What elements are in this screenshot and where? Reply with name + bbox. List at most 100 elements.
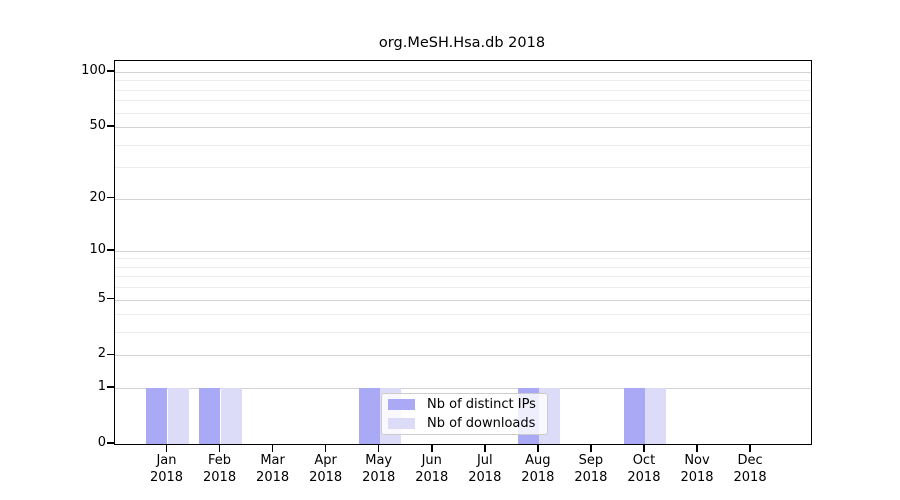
y-tick-mark	[107, 297, 114, 300]
y-tick-label: 10	[89, 241, 106, 257]
x-tick-label: Jul 2018	[450, 453, 520, 486]
gridline-minor	[115, 80, 811, 82]
x-tick-label: Aug 2018	[503, 453, 573, 486]
x-tick-year: 2018	[362, 469, 396, 485]
gridline-major	[115, 355, 811, 357]
legend-swatch-distinct-ips	[388, 399, 415, 410]
x-tick-mark	[271, 444, 274, 452]
x-tick-year: 2018	[203, 469, 237, 485]
x-tick-mark	[377, 444, 380, 452]
x-tick-mark	[749, 444, 751, 452]
y-tick-mark	[107, 248, 114, 251]
x-tick-month: Dec	[737, 453, 763, 468]
x-tick-month: Oct	[632, 453, 656, 468]
x-tick-mark	[218, 444, 221, 452]
gridline-minor	[115, 144, 811, 146]
x-tick-month: Jan	[156, 453, 177, 468]
x-tick-month: Apr	[314, 453, 337, 468]
x-tick-mark	[324, 444, 327, 452]
x-tick-month: Nov	[684, 453, 710, 468]
x-tick-year: 2018	[256, 469, 290, 485]
y-tick-label: 5	[97, 290, 106, 306]
gridline-minor	[115, 266, 811, 268]
x-tick-month: Jul	[476, 453, 493, 468]
x-tick-year: 2018	[680, 469, 714, 485]
y-tick-label: 20	[89, 189, 106, 205]
legend-swatch-downloads	[388, 418, 415, 429]
gridline-minor	[115, 276, 811, 278]
x-tick-mark	[696, 444, 698, 452]
plot-area: Nb of distinct IPs Nb of downloads	[114, 60, 812, 445]
x-tick-label: Apr 2018	[291, 453, 361, 486]
x-tick-label: Dec 2018	[715, 453, 785, 486]
chart-title: org.MeSH.Hsa.db 2018	[378, 35, 546, 51]
y-tick-label: 50	[89, 118, 106, 134]
x-tick-year: 2018	[309, 469, 343, 485]
bar-distinct-ips	[358, 388, 380, 444]
x-tick-year: 2018	[149, 469, 184, 485]
x-tick-mark	[537, 444, 539, 452]
x-tick-mark	[165, 444, 168, 452]
gridline-major	[115, 250, 811, 252]
x-tick-label: Sep 2018	[556, 453, 626, 486]
x-tick-year: 2018	[733, 469, 767, 485]
legend-row-downloads: Nb of downloads	[382, 416, 547, 432]
y-tick-label: 1	[97, 379, 106, 395]
x-tick-month: Jun	[421, 453, 442, 468]
bar-distinct-ips	[146, 388, 168, 444]
bar-distinct-ips	[199, 388, 221, 444]
x-tick-year: 2018	[521, 469, 555, 485]
bar-distinct-ips	[623, 388, 645, 444]
gridline-minor	[115, 258, 811, 260]
y-tick-mark	[107, 70, 114, 72]
x-tick-label: Nov 2018	[662, 453, 732, 486]
x-tick-month: Sep	[578, 453, 604, 468]
x-tick-label: Feb 2018	[185, 453, 255, 486]
legend-label-distinct-ips: Nb of distinct IPs	[427, 397, 536, 412]
y-tick-mark	[107, 353, 114, 356]
gridline-minor	[115, 314, 811, 316]
x-tick-year: 2018	[415, 469, 449, 485]
y-tick-label: 2	[97, 346, 106, 362]
bar-downloads	[167, 388, 189, 444]
x-tick-label: Mar 2018	[238, 453, 308, 486]
gridline-major	[115, 72, 811, 73]
x-tick-label: Jun 2018	[397, 453, 467, 486]
gridline-major	[115, 127, 811, 129]
x-tick-label: Jan 2018	[132, 453, 202, 486]
legend-row-distinct-ips: Nb of distinct IPs	[382, 397, 547, 413]
bar-downloads	[645, 388, 667, 444]
gridline-minor	[115, 112, 811, 114]
gridline-minor	[115, 89, 811, 91]
y-tick-label: 100	[81, 63, 106, 78]
gridline-minor	[115, 332, 811, 334]
x-tick-year: 2018	[574, 469, 608, 485]
gridline-minor	[115, 167, 811, 169]
x-tick-month: Feb	[208, 453, 232, 468]
y-tick-mark	[107, 196, 114, 199]
x-tick-mark	[643, 444, 645, 452]
gridline-major	[115, 198, 811, 200]
x-tick-mark	[430, 444, 433, 452]
x-tick-year: 2018	[468, 469, 502, 485]
y-tick-mark	[107, 442, 114, 444]
x-tick-mark	[484, 444, 486, 452]
x-tick-label: Oct 2018	[609, 453, 679, 486]
gridline-major	[115, 388, 811, 390]
x-tick-year: 2018	[627, 469, 661, 485]
x-tick-month: Mar	[260, 453, 285, 468]
x-tick-month: May	[365, 453, 393, 468]
y-tick-mark	[107, 125, 114, 127]
gridline-minor	[115, 100, 811, 102]
legend: Nb of distinct IPs Nb of downloads	[381, 393, 548, 435]
bar-downloads	[220, 388, 242, 444]
y-tick-label: 0	[97, 435, 106, 450]
x-tick-label: May 2018	[344, 453, 414, 486]
gridline-major	[115, 299, 811, 301]
legend-label-downloads: Nb of downloads	[427, 416, 536, 431]
x-tick-month: Aug	[525, 453, 551, 468]
x-tick-mark	[590, 444, 592, 452]
gridline-minor	[115, 287, 811, 289]
y-tick-mark	[107, 386, 114, 388]
